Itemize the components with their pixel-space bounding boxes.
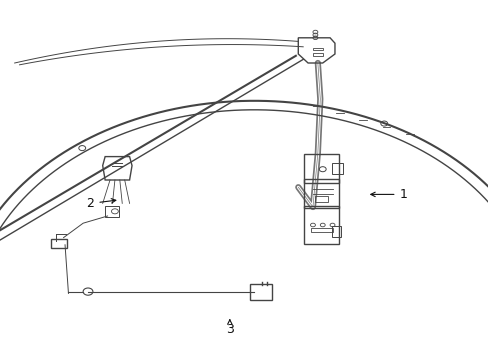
Bar <box>312 53 322 56</box>
Text: 3: 3 <box>225 320 233 336</box>
Text: 1: 1 <box>370 188 407 201</box>
Text: 2: 2 <box>86 197 116 210</box>
Bar <box>312 48 322 50</box>
Bar <box>315 196 327 202</box>
Bar <box>310 228 332 232</box>
